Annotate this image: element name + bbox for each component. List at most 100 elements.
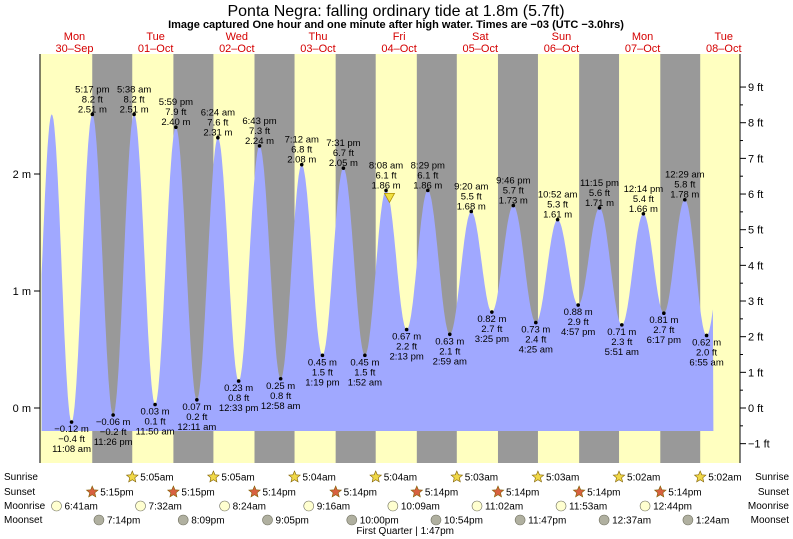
low-m-label: 0.03 m xyxy=(141,406,170,417)
moon-icon xyxy=(177,514,189,526)
tide-extreme-dot xyxy=(683,197,687,202)
low-ft-label: 2.3 ft xyxy=(611,337,632,348)
moon-icon xyxy=(303,500,315,512)
low-ft-label: 0.8 ft xyxy=(270,391,291,402)
sun-icon xyxy=(653,485,667,498)
tide-area xyxy=(41,114,714,432)
low-time-label: 6:17 pm xyxy=(647,335,681,346)
low-m-label: 0.25 m xyxy=(266,381,295,392)
high-ft-label: 5.6 ft xyxy=(589,188,610,199)
moon-icon xyxy=(514,514,526,526)
low-ft-label: 1.5 ft xyxy=(312,367,333,378)
high-m-label: 2.05 m xyxy=(329,158,358,169)
moonset-time: 1:24am xyxy=(696,516,729,527)
tide-extreme-dot xyxy=(132,112,136,117)
low-m-label: 0.82 m xyxy=(477,314,506,325)
sun-icon xyxy=(288,470,301,483)
right-tick-label: 2 ft xyxy=(748,332,763,344)
tide-extreme-dot xyxy=(469,209,474,214)
day-date-label: 01–Oct xyxy=(138,43,173,55)
day-name-label: Mon xyxy=(64,31,85,43)
day-name-label: Fri xyxy=(393,31,406,43)
astro-table: Sunrise Sunrise 5:05am 5:05am 5:04am 5:04am 5:… xyxy=(4,470,789,537)
right-tick-label: 7 ft xyxy=(748,153,763,165)
sunset-time: 5:14pm xyxy=(587,488,620,499)
high-ft-label: 7.6 ft xyxy=(207,118,228,129)
sunrise-row-label-left: Sunrise xyxy=(4,472,38,483)
moon-icon xyxy=(387,500,399,512)
moon-icon xyxy=(639,500,651,512)
low-ft-label: 2.7 ft xyxy=(481,324,502,335)
tide-extreme-dot xyxy=(153,402,157,407)
high-time-label: 7:12 am xyxy=(285,135,319,146)
high-time-label: 5:59 pm xyxy=(159,97,193,108)
low-m-label: 0.67 m xyxy=(392,332,421,343)
high-ft-label: 5.8 ft xyxy=(674,180,695,191)
day-name-label: Wed xyxy=(226,31,248,43)
high-m-label: 1.86 m xyxy=(372,180,401,191)
high-m-label: 1.73 m xyxy=(499,196,528,207)
sun-icon xyxy=(369,470,383,483)
high-time-label: 5:38 am xyxy=(117,84,151,95)
left-tick-label: 0 m xyxy=(13,403,31,415)
low-ft-label: 2.2 ft xyxy=(396,342,417,353)
sun-icon xyxy=(491,485,505,498)
day-labels: Mon30–SepTue01–OctWed02–OctThu03–OctFri0… xyxy=(56,31,742,55)
tide-extreme-dot xyxy=(195,398,199,402)
low-m-label: 0.23 m xyxy=(224,383,253,394)
day-name-label: Sun xyxy=(552,31,572,43)
tide-extreme-dot xyxy=(641,211,646,216)
day-name-label: Thu xyxy=(308,31,327,43)
sunset-time: 5:15pm xyxy=(181,488,214,499)
moon-icon xyxy=(471,500,483,512)
moonrise-time: 10:09am xyxy=(401,502,440,513)
low-time-label: 4:25 am xyxy=(519,345,553,356)
right-tick-label: 6 ft xyxy=(748,189,763,201)
low-ft-label: −0.2 ft xyxy=(100,427,127,438)
low-m-label: 0.81 m xyxy=(649,315,678,326)
low-ft-label: 2.4 ft xyxy=(525,335,546,346)
tide-extreme-dot xyxy=(426,188,430,193)
high-time-label: 5:17 pm xyxy=(75,84,109,95)
high-ft-label: 5.5 ft xyxy=(461,191,482,202)
high-m-label: 1.71 m xyxy=(585,198,614,209)
low-time-label: 12:11 am xyxy=(177,422,216,433)
moonset-row-label-left: Moonset xyxy=(4,515,43,526)
moon-icon xyxy=(346,514,358,526)
low-m-label: 0.73 m xyxy=(521,325,550,336)
moonset-time: 10:00pm xyxy=(360,516,399,527)
low-time-label: 4:57 pm xyxy=(561,327,595,338)
chart-title: Ponta Negra: falling ordinary tide at 1.… xyxy=(227,3,564,20)
high-time-label: 8:08 am xyxy=(369,160,403,171)
high-time-label: 6:43 pm xyxy=(242,116,276,127)
tide-extreme-dot xyxy=(447,332,452,337)
moonset-time: 9:05pm xyxy=(276,516,309,527)
sun-icon xyxy=(410,485,424,498)
moon-icon xyxy=(598,514,610,526)
sun-icon xyxy=(612,470,626,483)
high-m-label: 2.31 m xyxy=(203,128,232,139)
high-m-label: 1.68 m xyxy=(457,201,486,212)
left-tick-label: 2 m xyxy=(13,169,31,181)
moon-phase-label: First Quarter | 1:47pm xyxy=(356,526,454,537)
day-name-label: Tue xyxy=(714,31,733,43)
high-ft-label: 7.9 ft xyxy=(165,107,186,118)
low-m-label: 0.71 m xyxy=(607,327,636,338)
tide-extreme-dot xyxy=(257,144,262,148)
low-time-label: 11:50 am xyxy=(136,426,175,437)
moon-icon xyxy=(93,514,105,526)
moonset-time: 10:54pm xyxy=(444,516,483,527)
sun-icon xyxy=(450,470,464,483)
high-ft-label: 8.2 ft xyxy=(124,94,145,105)
sun-icon xyxy=(329,485,343,498)
tide-extreme-dot xyxy=(384,188,388,193)
tide-extreme-dot xyxy=(236,379,241,383)
low-time-label: 11:08 am xyxy=(52,444,91,455)
sunrise-time: 5:03am xyxy=(546,473,579,484)
high-time-label: 9:20 am xyxy=(454,181,488,192)
sun-icon xyxy=(248,485,261,498)
right-tick-label: 9 ft xyxy=(748,82,763,94)
high-time-label: 8:29 pm xyxy=(411,160,445,171)
tide-extreme-dot xyxy=(216,135,220,140)
moonrise-time: 9:16am xyxy=(317,502,350,513)
